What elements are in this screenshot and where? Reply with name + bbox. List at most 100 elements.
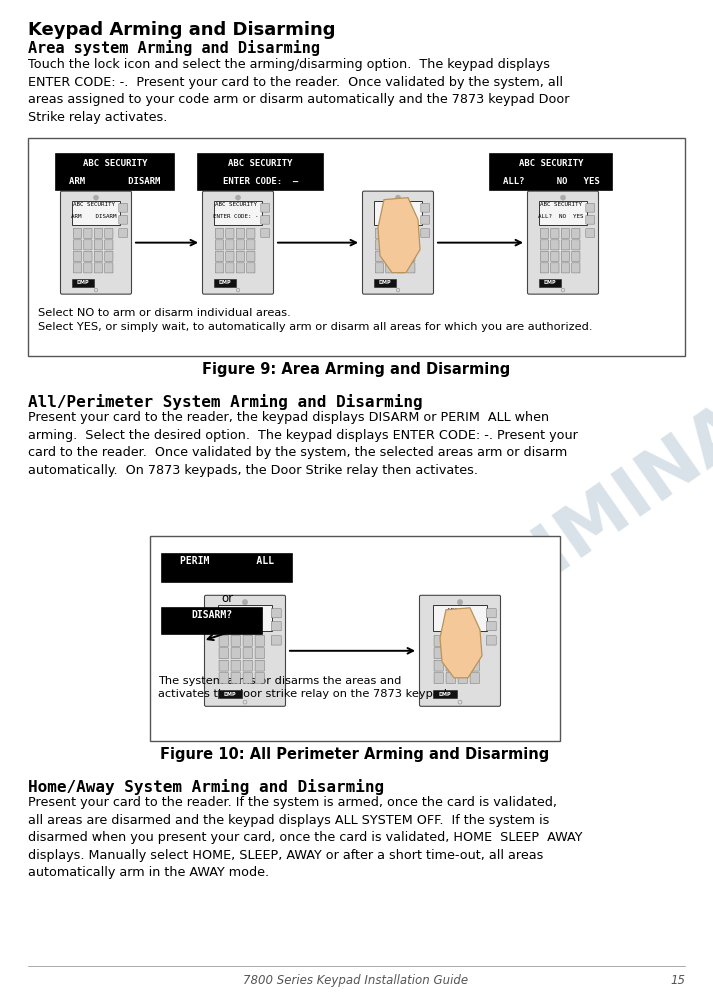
FancyBboxPatch shape <box>94 263 103 273</box>
FancyBboxPatch shape <box>386 228 394 238</box>
FancyBboxPatch shape <box>561 240 570 250</box>
Text: DMP: DMP <box>76 280 89 285</box>
FancyBboxPatch shape <box>406 228 415 238</box>
FancyBboxPatch shape <box>162 608 262 634</box>
FancyBboxPatch shape <box>486 635 496 645</box>
FancyBboxPatch shape <box>255 672 265 683</box>
Text: The system arms or disarms the areas and
activates the door strike relay on the : The system arms or disarms the areas and… <box>158 676 451 699</box>
Text: DMP: DMP <box>543 280 556 285</box>
FancyBboxPatch shape <box>486 622 496 630</box>
Polygon shape <box>440 608 482 678</box>
FancyBboxPatch shape <box>119 215 128 224</box>
FancyBboxPatch shape <box>215 228 224 238</box>
FancyBboxPatch shape <box>226 228 234 238</box>
Polygon shape <box>378 197 420 273</box>
FancyBboxPatch shape <box>386 263 394 273</box>
FancyBboxPatch shape <box>458 660 468 671</box>
FancyBboxPatch shape <box>219 647 228 658</box>
Text: Figure 9: Area Arming and Disarming: Figure 9: Area Arming and Disarming <box>202 362 511 377</box>
FancyBboxPatch shape <box>406 263 415 273</box>
FancyBboxPatch shape <box>551 228 559 238</box>
FancyBboxPatch shape <box>214 279 235 287</box>
FancyBboxPatch shape <box>247 228 255 238</box>
FancyBboxPatch shape <box>396 240 404 250</box>
Text: ARM        DISARM: ARM DISARM <box>69 176 160 185</box>
FancyBboxPatch shape <box>421 203 429 212</box>
Text: ABC SECURITY: ABC SECURITY <box>83 158 148 167</box>
Text: ENTER CODE: -: ENTER CODE: - <box>213 214 258 219</box>
FancyBboxPatch shape <box>540 263 548 273</box>
Text: PRELIMINARY: PRELIMINARY <box>355 330 713 702</box>
Circle shape <box>242 600 247 605</box>
FancyBboxPatch shape <box>236 263 245 273</box>
FancyBboxPatch shape <box>73 228 81 238</box>
Text: Select YES, or simply wait, to automatically arm or disarm all areas for which y: Select YES, or simply wait, to automatic… <box>38 322 593 332</box>
FancyBboxPatch shape <box>271 622 281 630</box>
FancyBboxPatch shape <box>73 251 81 261</box>
FancyBboxPatch shape <box>551 263 559 273</box>
FancyBboxPatch shape <box>470 635 479 646</box>
FancyBboxPatch shape <box>162 554 292 582</box>
FancyBboxPatch shape <box>470 660 479 671</box>
FancyBboxPatch shape <box>215 263 224 273</box>
Text: ABC SE: ABC SE <box>447 608 468 613</box>
Text: ABC SECURITY: ABC SECURITY <box>215 202 257 207</box>
FancyBboxPatch shape <box>261 203 270 212</box>
FancyBboxPatch shape <box>236 251 245 261</box>
Text: or: or <box>221 592 233 605</box>
FancyBboxPatch shape <box>470 672 479 683</box>
FancyBboxPatch shape <box>572 240 580 250</box>
FancyBboxPatch shape <box>434 647 443 658</box>
FancyBboxPatch shape <box>446 647 456 658</box>
FancyBboxPatch shape <box>261 229 270 237</box>
FancyBboxPatch shape <box>586 203 595 212</box>
FancyBboxPatch shape <box>243 635 252 646</box>
Text: DISARM?: DISARM? <box>191 610 232 620</box>
Circle shape <box>396 195 401 200</box>
FancyBboxPatch shape <box>551 240 559 250</box>
FancyBboxPatch shape <box>540 240 548 250</box>
FancyBboxPatch shape <box>271 635 281 645</box>
FancyBboxPatch shape <box>396 228 404 238</box>
FancyBboxPatch shape <box>94 240 103 250</box>
FancyBboxPatch shape <box>72 279 93 287</box>
Text: Present your card to the reader, the keypad displays DISARM or PERIM  ALL when
a: Present your card to the reader, the key… <box>28 411 578 476</box>
FancyBboxPatch shape <box>226 240 234 250</box>
FancyBboxPatch shape <box>217 689 242 698</box>
FancyBboxPatch shape <box>219 672 228 683</box>
FancyBboxPatch shape <box>205 596 285 706</box>
FancyBboxPatch shape <box>231 647 240 658</box>
FancyBboxPatch shape <box>84 263 92 273</box>
FancyBboxPatch shape <box>446 672 456 683</box>
FancyBboxPatch shape <box>374 200 422 225</box>
FancyBboxPatch shape <box>236 228 245 238</box>
FancyBboxPatch shape <box>215 251 224 261</box>
Text: Select NO to arm or disarm individual areas.: Select NO to arm or disarm individual ar… <box>38 308 291 318</box>
FancyBboxPatch shape <box>105 228 113 238</box>
FancyBboxPatch shape <box>434 660 443 671</box>
FancyBboxPatch shape <box>236 240 245 250</box>
FancyBboxPatch shape <box>406 251 415 261</box>
FancyBboxPatch shape <box>255 647 265 658</box>
FancyBboxPatch shape <box>94 228 103 238</box>
FancyBboxPatch shape <box>261 215 270 224</box>
FancyBboxPatch shape <box>73 263 81 273</box>
Text: DMP: DMP <box>438 691 451 696</box>
FancyBboxPatch shape <box>84 228 92 238</box>
FancyBboxPatch shape <box>561 263 570 273</box>
FancyBboxPatch shape <box>219 635 228 646</box>
FancyBboxPatch shape <box>217 606 272 631</box>
FancyBboxPatch shape <box>362 191 434 294</box>
FancyBboxPatch shape <box>458 647 468 658</box>
Text: Touch the lock icon and select the arming/disarming option.  The keypad displays: Touch the lock icon and select the armin… <box>28 58 570 124</box>
Text: DMP: DMP <box>224 691 236 696</box>
FancyBboxPatch shape <box>150 536 560 741</box>
Text: DMP: DMP <box>379 280 391 285</box>
FancyBboxPatch shape <box>56 154 174 190</box>
FancyBboxPatch shape <box>247 263 255 273</box>
FancyBboxPatch shape <box>247 240 255 250</box>
FancyBboxPatch shape <box>231 672 240 683</box>
Text: PERIM   ALL: PERIM ALL <box>223 621 262 625</box>
FancyBboxPatch shape <box>551 251 559 261</box>
FancyBboxPatch shape <box>375 240 384 250</box>
